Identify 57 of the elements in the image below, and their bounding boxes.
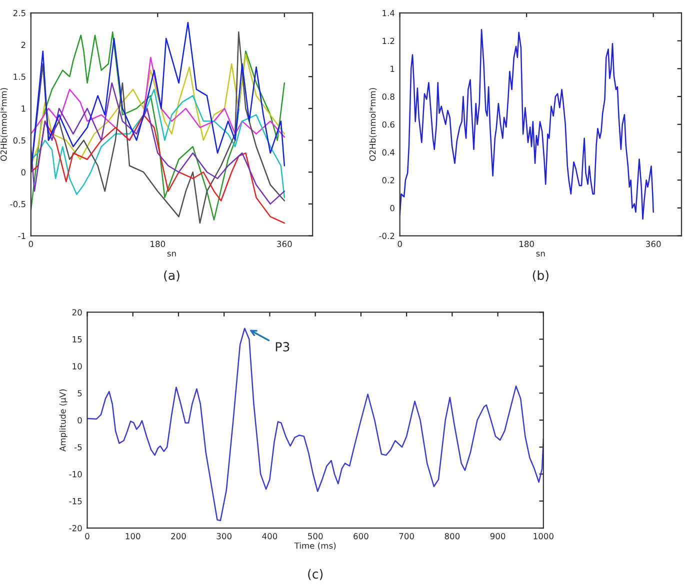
x-tick-label: 500 bbox=[308, 533, 323, 540]
y-axis-title: O2Hb(mmol*mm) bbox=[369, 88, 377, 161]
x-tick-label: 360 bbox=[277, 240, 292, 248]
line-series bbox=[87, 328, 544, 522]
x-tick-label: 180 bbox=[520, 240, 534, 248]
y-tick-label: 0.6 bbox=[382, 121, 394, 128]
text: (b) bbox=[532, 270, 548, 282]
y-tick-label: -10 bbox=[69, 471, 82, 478]
y-tick-label: 10 bbox=[72, 363, 82, 370]
text: (a) bbox=[164, 270, 180, 282]
x-tick-label: 400 bbox=[262, 533, 278, 540]
x-tick-label: 100 bbox=[126, 533, 140, 540]
y-tick-label: 0 bbox=[21, 169, 26, 176]
y-tick-label: 1.5 bbox=[14, 74, 26, 80]
x-axis-title: sn bbox=[536, 252, 545, 257]
y-tick-label: -1 bbox=[18, 232, 26, 239]
line-series bbox=[30, 22, 286, 173]
line-series bbox=[30, 114, 286, 224]
y-tick-label: 1 bbox=[22, 106, 26, 112]
y-tick-label: 2.5 bbox=[13, 10, 26, 16]
y-tick-label: 1.4 bbox=[382, 10, 395, 16]
x-tick-label: 0 bbox=[28, 240, 34, 248]
y-axis-title: O2Hb(mmol*mm) bbox=[0, 88, 8, 161]
x-tick-label: 0 bbox=[85, 533, 90, 540]
x-tick-label: 700 bbox=[399, 533, 414, 540]
annotation: P3 bbox=[276, 342, 290, 352]
text: (c) bbox=[308, 569, 323, 580]
y-tick-label: 0.8 bbox=[382, 93, 394, 100]
y-tick-label: 5 bbox=[78, 390, 82, 396]
x-tick-label: 900 bbox=[490, 533, 506, 540]
y-tick-label: 0.4 bbox=[382, 149, 395, 156]
y-tick-label: -0.5 bbox=[10, 200, 26, 208]
x-tick-label: 300 bbox=[216, 533, 232, 540]
y-tick-label: 20 bbox=[72, 309, 82, 316]
y-tick-label: 1.2 bbox=[382, 38, 394, 44]
y-tick-label: 15 bbox=[72, 336, 82, 342]
x-tick-label: 0 bbox=[398, 240, 402, 248]
y-tick-label: 0.2 bbox=[382, 177, 394, 184]
x-tick-label: 180 bbox=[150, 240, 166, 248]
y-tick-label: 1 bbox=[390, 66, 394, 72]
y-tick-label: -15 bbox=[69, 498, 82, 504]
y-tick-label: -20 bbox=[69, 525, 82, 532]
y-tick-label: 0 bbox=[390, 204, 394, 212]
y-tick-label: -0.2 bbox=[379, 232, 394, 240]
x-tick-label: 360 bbox=[646, 240, 661, 248]
y-tick-label: 2 bbox=[21, 42, 26, 48]
line-series bbox=[400, 29, 654, 220]
x-axis-title: sn bbox=[167, 252, 176, 257]
x-tick-label: 200 bbox=[171, 533, 186, 540]
x-tick-label: 1000 bbox=[534, 533, 554, 540]
y-axis-title: Amplitude (μV) bbox=[59, 389, 68, 452]
y-tick-label: 0.5 bbox=[13, 137, 26, 144]
y-tick-label: -5 bbox=[74, 444, 82, 450]
x-axis-title: Time (ms) bbox=[294, 542, 336, 550]
x-tick-label: 600 bbox=[354, 533, 368, 540]
x-tick-label: 800 bbox=[444, 533, 460, 540]
y-tick-label: 0 bbox=[78, 417, 82, 424]
